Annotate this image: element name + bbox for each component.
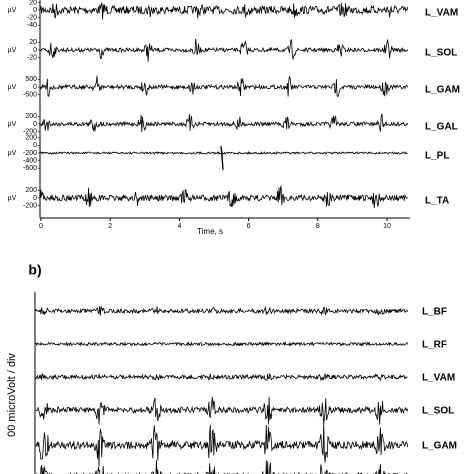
y-tick-label: 200 <box>25 187 37 194</box>
emg-trace <box>35 423 409 467</box>
y-tick-label: 200 <box>25 135 37 142</box>
x-tick-label: 2 <box>108 223 112 230</box>
channel-label: L_TA <box>425 196 449 207</box>
x-axis-label: Time, s <box>197 227 223 236</box>
emg-trace <box>40 113 409 133</box>
emg-trace <box>40 38 409 62</box>
emg-trace <box>35 396 409 425</box>
y-tick-label: 0 <box>33 121 37 128</box>
channel-label: L_SOL <box>422 406 454 417</box>
y-tick-label: 20 <box>29 0 37 6</box>
y-axis-label: 00 microVolt / div <box>6 353 18 437</box>
channel-label: L_BF <box>422 307 447 318</box>
channel-label: L_VAM <box>425 8 458 19</box>
unit-label: µV <box>8 195 17 202</box>
channel-label: L_VAM <box>422 373 455 384</box>
x-tick-label: 4 <box>177 223 181 230</box>
y-tick-label: 0 <box>33 7 37 14</box>
unit-label: µV <box>8 7 17 14</box>
unit-label: µV <box>8 84 17 91</box>
y-tick-label: -500 <box>23 91 37 98</box>
emg-trace <box>35 340 409 347</box>
y-tick-label: -600 <box>23 165 37 172</box>
y-tick-label: 0 <box>33 142 37 149</box>
x-tick-label: 8 <box>316 223 320 230</box>
emg-trace <box>40 75 409 98</box>
x-tick-label: 6 <box>247 223 251 230</box>
x-tick-label: 0 <box>39 223 43 230</box>
emg-trace <box>40 150 408 155</box>
y-tick-label: 0 <box>33 195 37 202</box>
y-tick-label: 0 <box>33 84 37 91</box>
y-tick-label: -200 <box>23 202 37 209</box>
y-tick-label: -200 <box>23 150 37 157</box>
panel-label: b) <box>28 262 41 278</box>
y-tick-label: 500 <box>25 76 37 83</box>
channel-label: L_GAL <box>425 122 458 133</box>
y-tick-label: -400 <box>23 157 37 164</box>
y-tick-label: 20 <box>29 39 37 46</box>
channel-label: L_PL <box>425 151 449 162</box>
x-tick-label: 10 <box>383 223 391 230</box>
emg-trace <box>35 372 408 382</box>
unit-label: µV <box>8 121 17 128</box>
emg-trace <box>40 185 408 208</box>
y-tick-label: -200 <box>23 128 37 135</box>
unit-label: µV <box>8 150 17 157</box>
y-tick-label: -20 <box>27 14 37 21</box>
y-tick-label: 200 <box>25 113 37 120</box>
emg-trace <box>36 460 408 474</box>
emg-spike <box>220 145 224 171</box>
y-tick-label: -20 <box>27 54 37 61</box>
channel-label: L_GAM <box>422 441 457 452</box>
channel-label: L_RF <box>422 340 447 351</box>
emg-trace <box>35 305 409 316</box>
emg-trace <box>40 2 409 20</box>
channel-label: L_GAM <box>425 85 460 96</box>
unit-label: µV <box>8 47 17 54</box>
channel-label: L_SOL <box>425 48 457 59</box>
y-tick-label: 0 <box>33 47 37 54</box>
y-tick-label: -40 <box>27 22 37 29</box>
